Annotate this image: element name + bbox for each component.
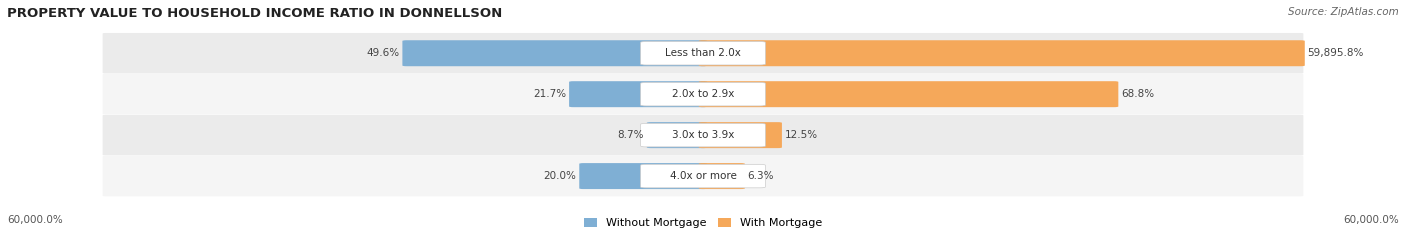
FancyBboxPatch shape: [641, 164, 765, 188]
FancyBboxPatch shape: [579, 163, 707, 189]
FancyBboxPatch shape: [103, 74, 1303, 114]
FancyBboxPatch shape: [402, 40, 707, 66]
FancyBboxPatch shape: [699, 163, 745, 189]
Text: 2.0x to 2.9x: 2.0x to 2.9x: [672, 89, 734, 99]
Text: 12.5%: 12.5%: [785, 130, 818, 140]
Text: PROPERTY VALUE TO HOUSEHOLD INCOME RATIO IN DONNELLSON: PROPERTY VALUE TO HOUSEHOLD INCOME RATIO…: [7, 7, 502, 20]
FancyBboxPatch shape: [699, 122, 782, 148]
Text: Source: ZipAtlas.com: Source: ZipAtlas.com: [1288, 7, 1399, 17]
Text: 59,895.8%: 59,895.8%: [1308, 48, 1364, 58]
FancyBboxPatch shape: [103, 115, 1303, 155]
FancyBboxPatch shape: [641, 82, 765, 106]
Text: Less than 2.0x: Less than 2.0x: [665, 48, 741, 58]
FancyBboxPatch shape: [641, 123, 765, 147]
FancyBboxPatch shape: [647, 122, 707, 148]
Text: 3.0x to 3.9x: 3.0x to 3.9x: [672, 130, 734, 140]
Text: 60,000.0%: 60,000.0%: [1343, 215, 1399, 225]
FancyBboxPatch shape: [699, 40, 1305, 66]
Text: 6.3%: 6.3%: [748, 171, 775, 181]
Text: 49.6%: 49.6%: [367, 48, 399, 58]
Text: 21.7%: 21.7%: [533, 89, 567, 99]
FancyBboxPatch shape: [103, 33, 1303, 73]
FancyBboxPatch shape: [699, 81, 1118, 107]
Text: 68.8%: 68.8%: [1121, 89, 1154, 99]
FancyBboxPatch shape: [569, 81, 707, 107]
Text: 60,000.0%: 60,000.0%: [7, 215, 63, 225]
FancyBboxPatch shape: [641, 41, 765, 65]
FancyBboxPatch shape: [103, 156, 1303, 196]
Text: 4.0x or more: 4.0x or more: [669, 171, 737, 181]
Text: 20.0%: 20.0%: [544, 171, 576, 181]
Legend: Without Mortgage, With Mortgage: Without Mortgage, With Mortgage: [583, 218, 823, 228]
Text: 8.7%: 8.7%: [617, 130, 644, 140]
